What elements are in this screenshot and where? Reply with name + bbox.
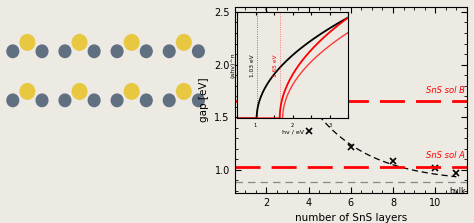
Circle shape	[7, 45, 18, 58]
Text: bulk: bulk	[449, 187, 466, 196]
Circle shape	[7, 94, 18, 107]
Circle shape	[176, 84, 191, 99]
Circle shape	[176, 35, 191, 50]
Circle shape	[20, 35, 35, 50]
Circle shape	[111, 94, 123, 107]
X-axis label: number of SnS layers: number of SnS layers	[295, 213, 407, 223]
Circle shape	[192, 45, 204, 58]
Text: SnS sol B: SnS sol B	[426, 86, 465, 95]
Circle shape	[88, 94, 100, 107]
Circle shape	[59, 45, 71, 58]
Y-axis label: gap [eV]: gap [eV]	[199, 77, 209, 122]
Circle shape	[88, 45, 100, 58]
Circle shape	[111, 45, 123, 58]
Circle shape	[72, 84, 87, 99]
Circle shape	[20, 84, 35, 99]
Circle shape	[164, 94, 175, 107]
Circle shape	[59, 94, 71, 107]
Circle shape	[124, 84, 139, 99]
Circle shape	[192, 94, 204, 107]
Text: SnS sol A: SnS sol A	[426, 151, 465, 160]
Circle shape	[36, 94, 48, 107]
Circle shape	[72, 35, 87, 50]
Circle shape	[140, 45, 152, 58]
Circle shape	[36, 45, 48, 58]
Circle shape	[164, 45, 175, 58]
Circle shape	[124, 35, 139, 50]
Circle shape	[140, 94, 152, 107]
